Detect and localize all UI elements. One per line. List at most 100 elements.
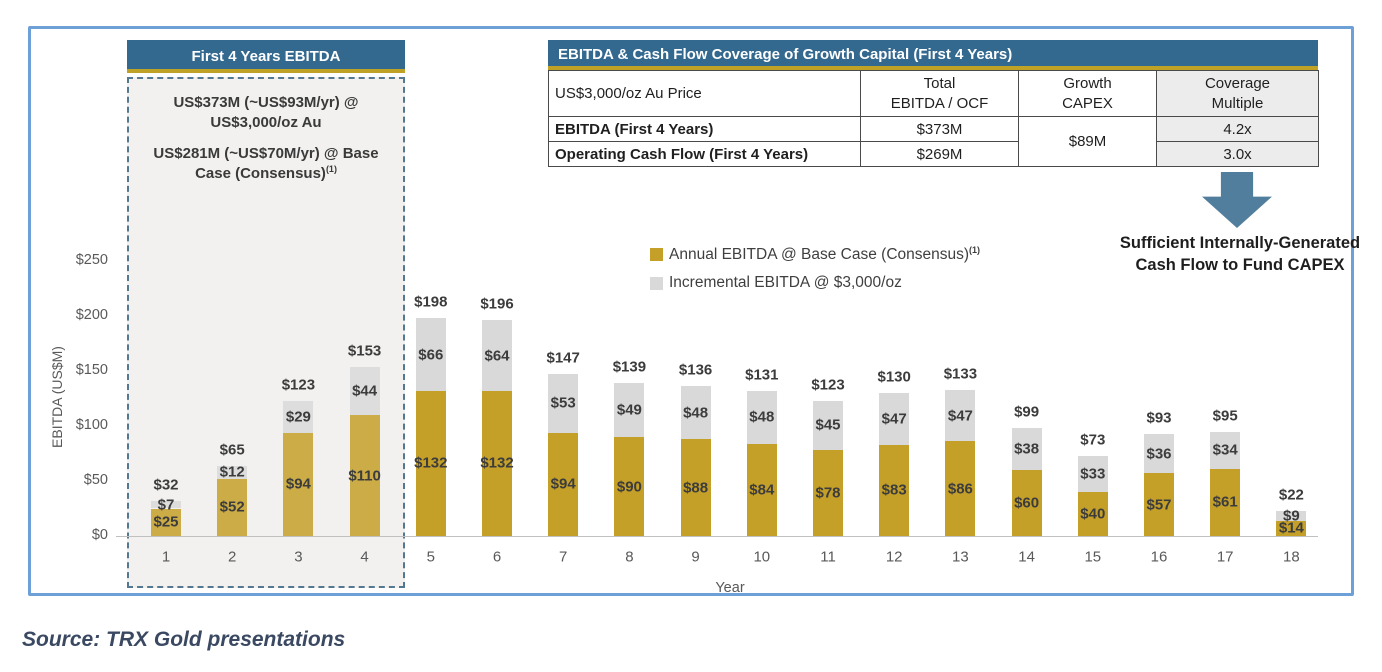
bar-segment-incremental-year-14 [1011, 428, 1042, 470]
bar-segment-incremental-year-4 [349, 366, 380, 415]
bar-label-incremental-year-16: $36 [1146, 445, 1172, 462]
x-tick-label-year-16: 16 [1150, 548, 1168, 566]
bar-segment-incremental-year-12 [879, 393, 910, 445]
bar-segment-base-year-4 [349, 415, 380, 536]
bar-label-base-year-2: $52 [219, 498, 245, 516]
y-axis-title: EBITDA (US$M) [49, 346, 65, 448]
bar-segment-incremental-year-13 [945, 389, 976, 442]
bar-label-base-year-3: $94 [285, 475, 311, 493]
bar-label-base-year-5: $132 [414, 454, 448, 472]
coverage-table-header-row: US$3,000/oz Au Price Total EBITDA / OCF … [548, 70, 1319, 117]
bar-segment-incremental-year-2 [217, 465, 248, 479]
legend-item-incremental: Incremental EBITDA @ $3,000/oz [650, 274, 980, 292]
x-tick-label-year-7: 7 [559, 548, 568, 566]
legend-item-base-case: Annual EBITDA @ Base Case (Consensus)(1) [650, 245, 980, 264]
col-header-coverage-multiple: Coverage Multiple [1156, 70, 1319, 117]
ocf-total-value: $269M [860, 141, 1019, 167]
footnote-1-marker: (1) [969, 245, 981, 255]
bar-label-base-year-17: $61 [1212, 493, 1238, 511]
bar-label-incremental-year-10: $48 [749, 408, 775, 426]
bar-segment-base-year-18 [1276, 520, 1307, 536]
bar-label-total-year-16: $93 [1146, 409, 1172, 427]
bar-segment-base-year-12 [879, 444, 910, 536]
bar-label-base-year-12: $83 [881, 481, 907, 499]
row-label-ebitda: EBITDA (First 4 Years) [548, 116, 861, 142]
bar-label-incremental-year-18: $9 [1283, 507, 1300, 525]
bar-label-base-year-10: $84 [749, 481, 775, 499]
bar-segment-incremental-year-5 [415, 318, 446, 391]
x-tick-label-year-5: 5 [426, 548, 435, 566]
ebitda-coverage-multiple: 4.2x [1156, 116, 1319, 142]
bar-label-base-year-9: $88 [683, 479, 709, 497]
bar-label-base-year-16: $57 [1146, 496, 1172, 514]
x-tick-label-year-10: 10 [753, 548, 771, 566]
bar-label-total-year-1: $32 [153, 476, 179, 494]
first-4-years-header: First 4 Years EBITDA [127, 40, 405, 73]
bar-label-total-year-9: $136 [678, 361, 713, 379]
bar-label-total-year-4: $153 [347, 342, 382, 360]
x-tick-label-year-1: 1 [161, 548, 171, 566]
x-tick-label-year-9: 9 [691, 548, 700, 566]
bar-label-incremental-year-15: $33 [1080, 465, 1106, 483]
bar-segment-incremental-year-11 [813, 400, 843, 451]
legend-label-incremental: Incremental EBITDA @ $3,000/oz [669, 274, 902, 292]
bar-segment-base-year-3 [283, 432, 314, 536]
bar-segment-incremental-year-9 [680, 386, 711, 440]
y-tick-label: $0 [91, 527, 108, 543]
bar-segment-base-year-9 [680, 439, 711, 536]
bar-label-incremental-year-11: $45 [815, 416, 841, 434]
x-tick-label-year-2: 2 [228, 548, 237, 566]
bar-segment-incremental-year-8 [614, 383, 645, 437]
bar-segment-incremental-year-3 [283, 400, 314, 433]
growth-capex-value: $89M [1018, 116, 1157, 167]
bar-segment-incremental-year-18 [1276, 510, 1307, 521]
first-4-years-stat-1: US$373M (~US$93M/yr) @ US$3,000/oz Au [173, 94, 359, 131]
bar-segment-incremental-year-15 [1077, 455, 1108, 492]
bar-segment-base-year-17 [1210, 468, 1241, 536]
legend-swatch-gray [650, 276, 663, 290]
bar-label-total-year-14: $99 [1014, 403, 1040, 421]
bar-segment-base-year-15 [1077, 492, 1108, 536]
bar-label-incremental-year-6: $64 [484, 347, 510, 365]
bar-segment-base-year-8 [614, 437, 645, 536]
col-header-growth-capex: Growth CAPEX [1018, 70, 1157, 117]
bar-label-incremental-year-13: $47 [947, 407, 973, 425]
legend-label-base-case: Annual EBITDA @ Base Case (Consensus)(1) [669, 245, 981, 264]
bar-segment-base-year-1 [151, 508, 181, 536]
bar-label-total-year-2: $65 [219, 441, 245, 459]
bar-label-base-year-8: $90 [616, 478, 642, 495]
x-axis-title: Year [715, 580, 745, 596]
bar-label-base-year-15: $40 [1080, 505, 1106, 523]
bar-segment-base-year-2 [217, 478, 248, 536]
bar-label-base-year-13: $86 [947, 480, 973, 498]
x-tick-label-year-15: 15 [1084, 548, 1102, 566]
bar-segment-incremental-year-16 [1144, 433, 1174, 474]
bar-segment-incremental-year-17 [1210, 431, 1241, 469]
bar-label-incremental-year-12: $47 [881, 410, 907, 428]
row-label-ocf: Operating Cash Flow (First 4 Years) [548, 141, 861, 167]
bar-segment-base-year-16 [1144, 473, 1174, 536]
bar-segment-base-year-11 [813, 450, 843, 536]
bar-label-incremental-year-2: $12 [219, 463, 245, 481]
bar-segment-base-year-13 [945, 441, 976, 536]
bar-segment-base-year-5 [415, 390, 446, 536]
x-tick-label-year-3: 3 [294, 548, 303, 566]
bar-label-base-year-1: $25 [153, 513, 179, 531]
bar-label-total-year-18: $22 [1278, 486, 1304, 504]
bar-label-total-year-12: $130 [877, 368, 911, 386]
coverage-table: US$3,000/oz Au Price Total EBITDA / OCF … [548, 70, 1319, 167]
x-tick-label-year-13: 13 [952, 548, 969, 566]
x-tick-label-year-8: 8 [625, 548, 634, 566]
bar-label-total-year-13: $133 [943, 365, 978, 383]
x-tick-label-year-4: 4 [360, 548, 369, 566]
bar-label-total-year-8: $139 [612, 358, 647, 376]
y-tick-label: $250 [75, 252, 108, 268]
legend-swatch-gold [650, 248, 663, 262]
bar-label-total-year-6: $196 [480, 295, 514, 313]
bar-label-incremental-year-14: $38 [1014, 440, 1040, 458]
col-header-total-ebitda-ocf: Total EBITDA / OCF [860, 70, 1019, 117]
y-tick-label: $100 [75, 417, 108, 433]
col-header-au-price: US$3,000/oz Au Price [548, 70, 861, 117]
